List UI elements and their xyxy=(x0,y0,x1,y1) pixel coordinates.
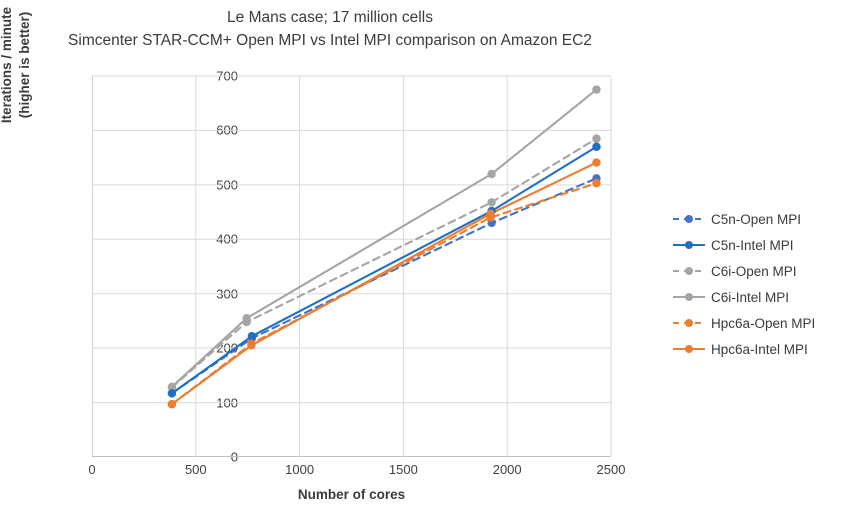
legend-key-icon xyxy=(672,238,706,252)
y-axis-label-line2: (higher is better) xyxy=(17,11,32,119)
data-point xyxy=(592,85,601,94)
data-point xyxy=(247,341,256,350)
y-axis-label-line1: Iterations / minute xyxy=(0,6,14,124)
legend-item-label: C6i-Intel MPI xyxy=(711,289,790,305)
chart-legend: C5n-Open MPI C5n-Intel MPI C6i-Open MPI C6i… xyxy=(672,206,850,362)
data-point xyxy=(167,382,177,391)
legend-key-icon xyxy=(672,264,706,278)
data-point xyxy=(592,158,601,167)
series-line xyxy=(170,137,598,389)
x-tick-label: 1000 xyxy=(285,462,315,477)
chart-subtitle: Simcenter STAR-CCM+ Open MPI vs Intel MP… xyxy=(68,32,592,49)
legend-item[interactable]: C5n-Open MPI xyxy=(672,206,850,232)
series-line xyxy=(170,177,598,395)
data-point xyxy=(167,389,177,398)
x-tick-label: 500 xyxy=(184,462,207,477)
data-point xyxy=(167,400,177,409)
legend-item[interactable]: C5n-Intel MPI xyxy=(672,232,850,258)
legend-item-label: Hpc6a-Open MPI xyxy=(711,315,816,331)
data-point xyxy=(487,169,496,179)
data-point xyxy=(592,142,601,151)
data-point xyxy=(242,314,251,323)
data-point xyxy=(592,134,601,143)
legend-item-label: Hpc6a-Intel MPI xyxy=(711,341,808,357)
legend-key-icon xyxy=(672,212,706,226)
legend-item-label: C5n-Intel MPI xyxy=(711,237,794,253)
y-tick-label: 0 xyxy=(230,449,238,465)
chart-title: Le Mans case; 17 million cells xyxy=(227,9,433,26)
legend-item[interactable]: Hpc6a-Intel MPI xyxy=(672,336,850,362)
plot-area-frame xyxy=(92,76,611,457)
x-tick-label: 2500 xyxy=(596,462,626,477)
legend-key-icon xyxy=(672,290,706,304)
x-tick-label: 1500 xyxy=(388,462,418,477)
plot-area xyxy=(92,75,612,457)
legend-key-icon xyxy=(672,316,706,330)
legend-item[interactable]: C6i-Intel MPI xyxy=(672,284,850,310)
data-point xyxy=(592,179,601,188)
chart-title-block: Le Mans case; 17 million cells Simcenter… xyxy=(0,6,660,52)
data-point xyxy=(247,331,257,341)
data-point xyxy=(487,198,496,207)
data-point xyxy=(486,209,495,218)
legend-item-label: C6i-Open MPI xyxy=(711,263,797,279)
y-axis-label: Iterations / minute (higher is better) xyxy=(0,0,34,190)
series-line xyxy=(170,161,598,406)
legend-key-icon xyxy=(672,342,706,356)
series-line xyxy=(170,88,598,388)
legend-item[interactable]: Hpc6a-Open MPI xyxy=(672,310,850,336)
series-line xyxy=(170,145,598,395)
x-tick-label: 2000 xyxy=(492,462,522,477)
x-tick-label: 0 xyxy=(88,462,96,477)
legend-item[interactable]: C6i-Open MPI xyxy=(672,258,850,284)
legend-item-label: C5n-Open MPI xyxy=(711,211,802,227)
x-axis-label: Number of cores xyxy=(297,487,406,502)
